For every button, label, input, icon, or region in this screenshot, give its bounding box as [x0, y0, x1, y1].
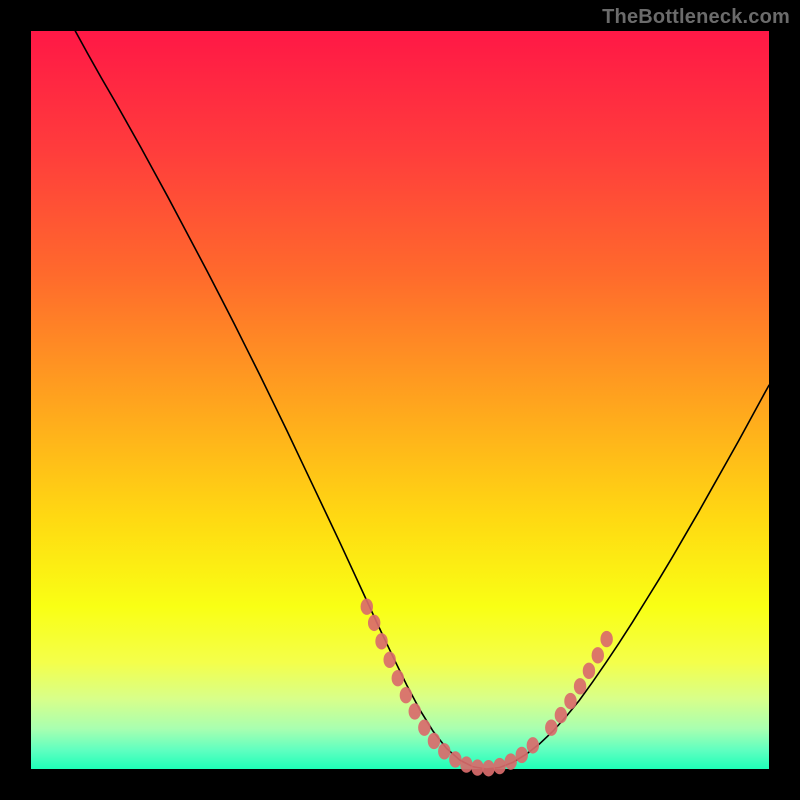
bottleneck-chart: TheBottleneck.com: [0, 0, 800, 800]
curve-marker: [438, 743, 450, 759]
curve-marker: [383, 652, 395, 668]
curve-marker: [527, 737, 539, 753]
curve-marker: [583, 663, 595, 679]
curve-marker: [600, 631, 612, 647]
curve-marker: [368, 615, 380, 631]
chart-background: [31, 31, 769, 769]
curve-marker: [392, 670, 404, 686]
curve-marker: [482, 760, 494, 776]
chart-svg: [0, 0, 800, 800]
curve-marker: [375, 633, 387, 649]
curve-marker: [545, 719, 557, 735]
curve-marker: [400, 687, 412, 703]
watermark-label: TheBottleneck.com: [602, 6, 790, 29]
curve-marker: [592, 647, 604, 663]
curve-marker: [449, 751, 461, 767]
curve-marker: [516, 747, 528, 763]
curve-marker: [493, 758, 505, 774]
curve-marker: [460, 756, 472, 772]
curve-marker: [361, 598, 373, 614]
curve-marker: [418, 719, 430, 735]
curve-marker: [471, 759, 483, 775]
curve-marker: [574, 678, 586, 694]
curve-marker: [505, 753, 517, 769]
curve-marker: [555, 707, 567, 723]
curve-marker: [409, 703, 421, 719]
curve-marker: [428, 733, 440, 749]
curve-marker: [564, 693, 576, 709]
